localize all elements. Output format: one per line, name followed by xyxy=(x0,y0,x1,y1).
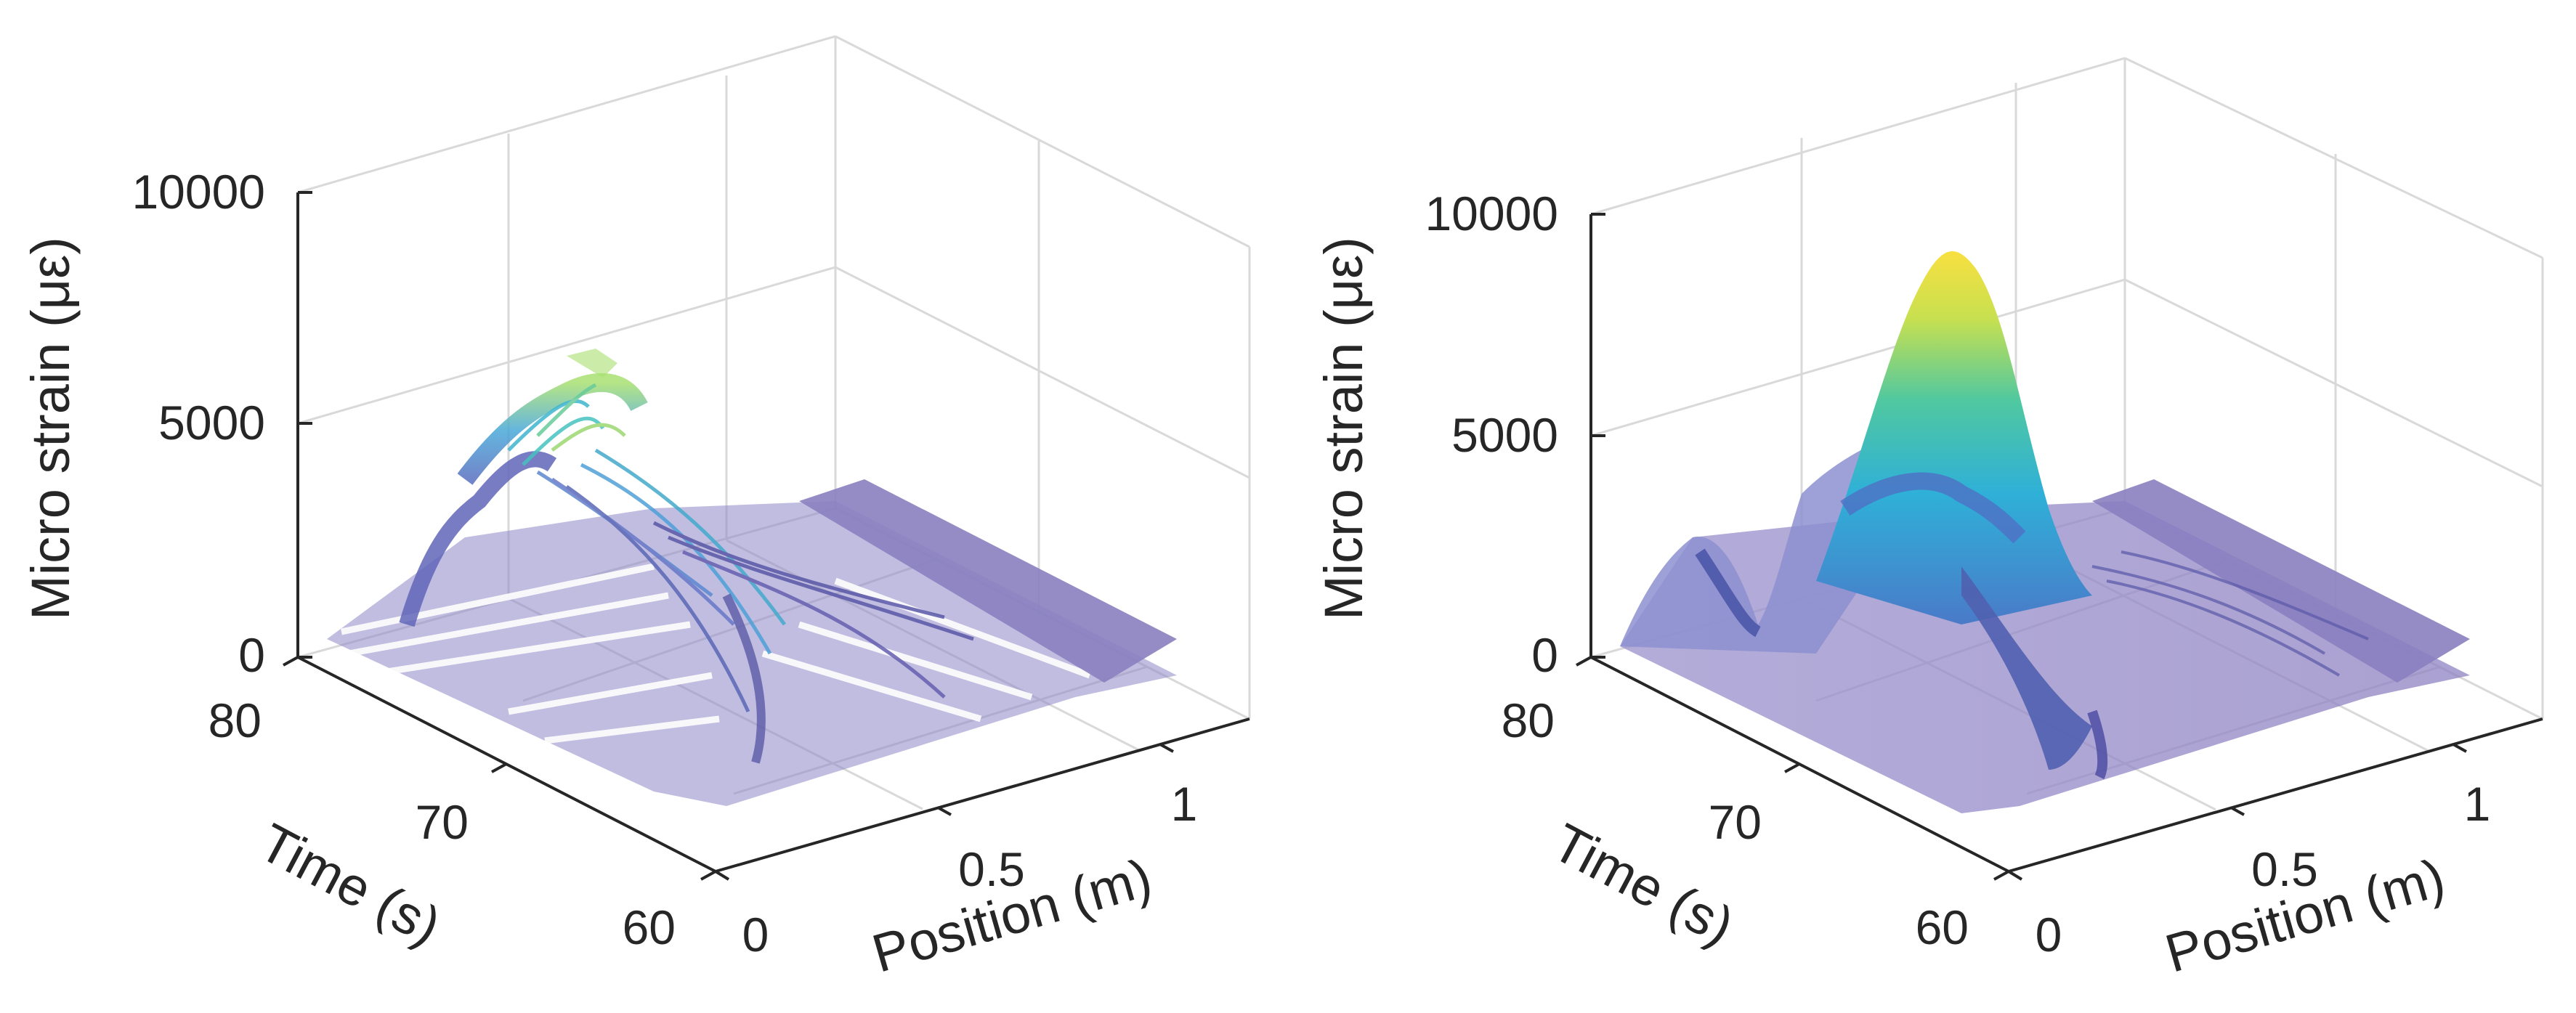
zlabel-right: Micro strain (με) xyxy=(1313,237,1374,620)
ytick-right-70: 70 xyxy=(1709,795,1762,849)
axes-left xyxy=(283,191,1250,881)
xtick-right-0: 0 xyxy=(2036,908,2062,961)
ztick-right-10000: 10000 xyxy=(1425,187,1558,240)
ztick-right-0: 0 xyxy=(1531,628,1558,682)
ztick-left-0: 0 xyxy=(238,628,265,682)
xtick-right-0.5: 0.5 xyxy=(2251,842,2318,896)
xtick-left-0.5: 0.5 xyxy=(958,842,1025,896)
surface-left xyxy=(327,349,1177,806)
ytick-left-80: 80 xyxy=(208,693,262,747)
xtick-right-1: 1 xyxy=(2464,777,2491,831)
ytick-left-70: 70 xyxy=(416,795,469,849)
ztick-left-10000: 10000 xyxy=(131,165,265,219)
tick-labels-right: 10000 5000 0 80 70 60 0 0.5 1 xyxy=(1425,187,2490,961)
surface-right xyxy=(1620,251,2470,813)
ztick-left-5000: 5000 xyxy=(158,396,265,449)
panel-left: 10000 5000 0 80 70 60 0 0.5 1 Micro stra… xyxy=(20,35,1251,984)
axes-right xyxy=(1576,213,2543,881)
zlabel-left: Micro strain (με) xyxy=(20,237,81,620)
ytick-left-60: 60 xyxy=(623,900,676,954)
ztick-right-5000: 5000 xyxy=(1451,408,1558,462)
ytick-right-80: 80 xyxy=(1502,693,1555,747)
ytick-right-60: 60 xyxy=(1916,900,1969,954)
xtick-left-0: 0 xyxy=(742,908,769,961)
panel-right: 10000 5000 0 80 70 60 0 0.5 1 Micro stra… xyxy=(1313,57,2544,984)
tick-labels-left: 10000 5000 0 80 70 60 0 0.5 1 xyxy=(131,165,1197,961)
xtick-left-1: 1 xyxy=(1171,777,1198,831)
